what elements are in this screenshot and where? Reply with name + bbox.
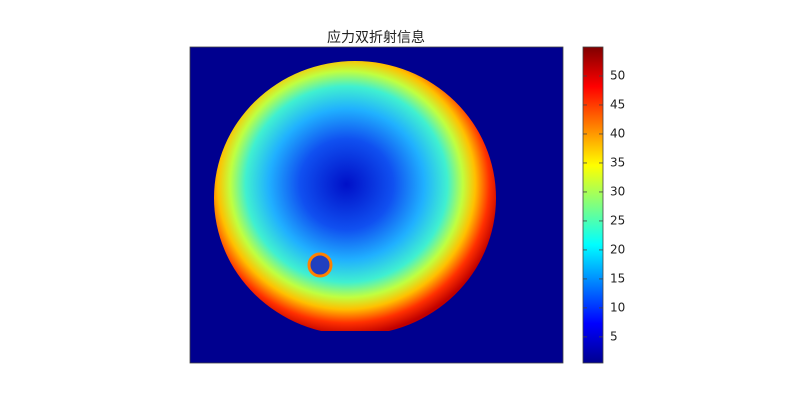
colorbar	[582, 46, 604, 364]
colorbar-tick-label: 10	[610, 300, 625, 314]
colorbar-tick-label: 35	[610, 155, 625, 169]
image-frame	[189, 46, 564, 364]
defect-spot	[307, 252, 333, 278]
chart-title: 应力双折射信息	[327, 29, 425, 46]
colorbar-tick-label: 15	[610, 271, 625, 285]
colorbar-tick-label: 25	[610, 213, 625, 227]
colorbar-tick-label: 30	[610, 184, 625, 198]
colorbar-tick-label: 50	[610, 68, 625, 82]
colorbar-tick-label: 20	[610, 242, 625, 256]
sample-disk	[214, 61, 496, 331]
colorbar-tick-label: 5	[610, 329, 618, 343]
colorbar-tick-label: 45	[610, 97, 625, 111]
colorbar-tick-label: 40	[610, 126, 625, 140]
